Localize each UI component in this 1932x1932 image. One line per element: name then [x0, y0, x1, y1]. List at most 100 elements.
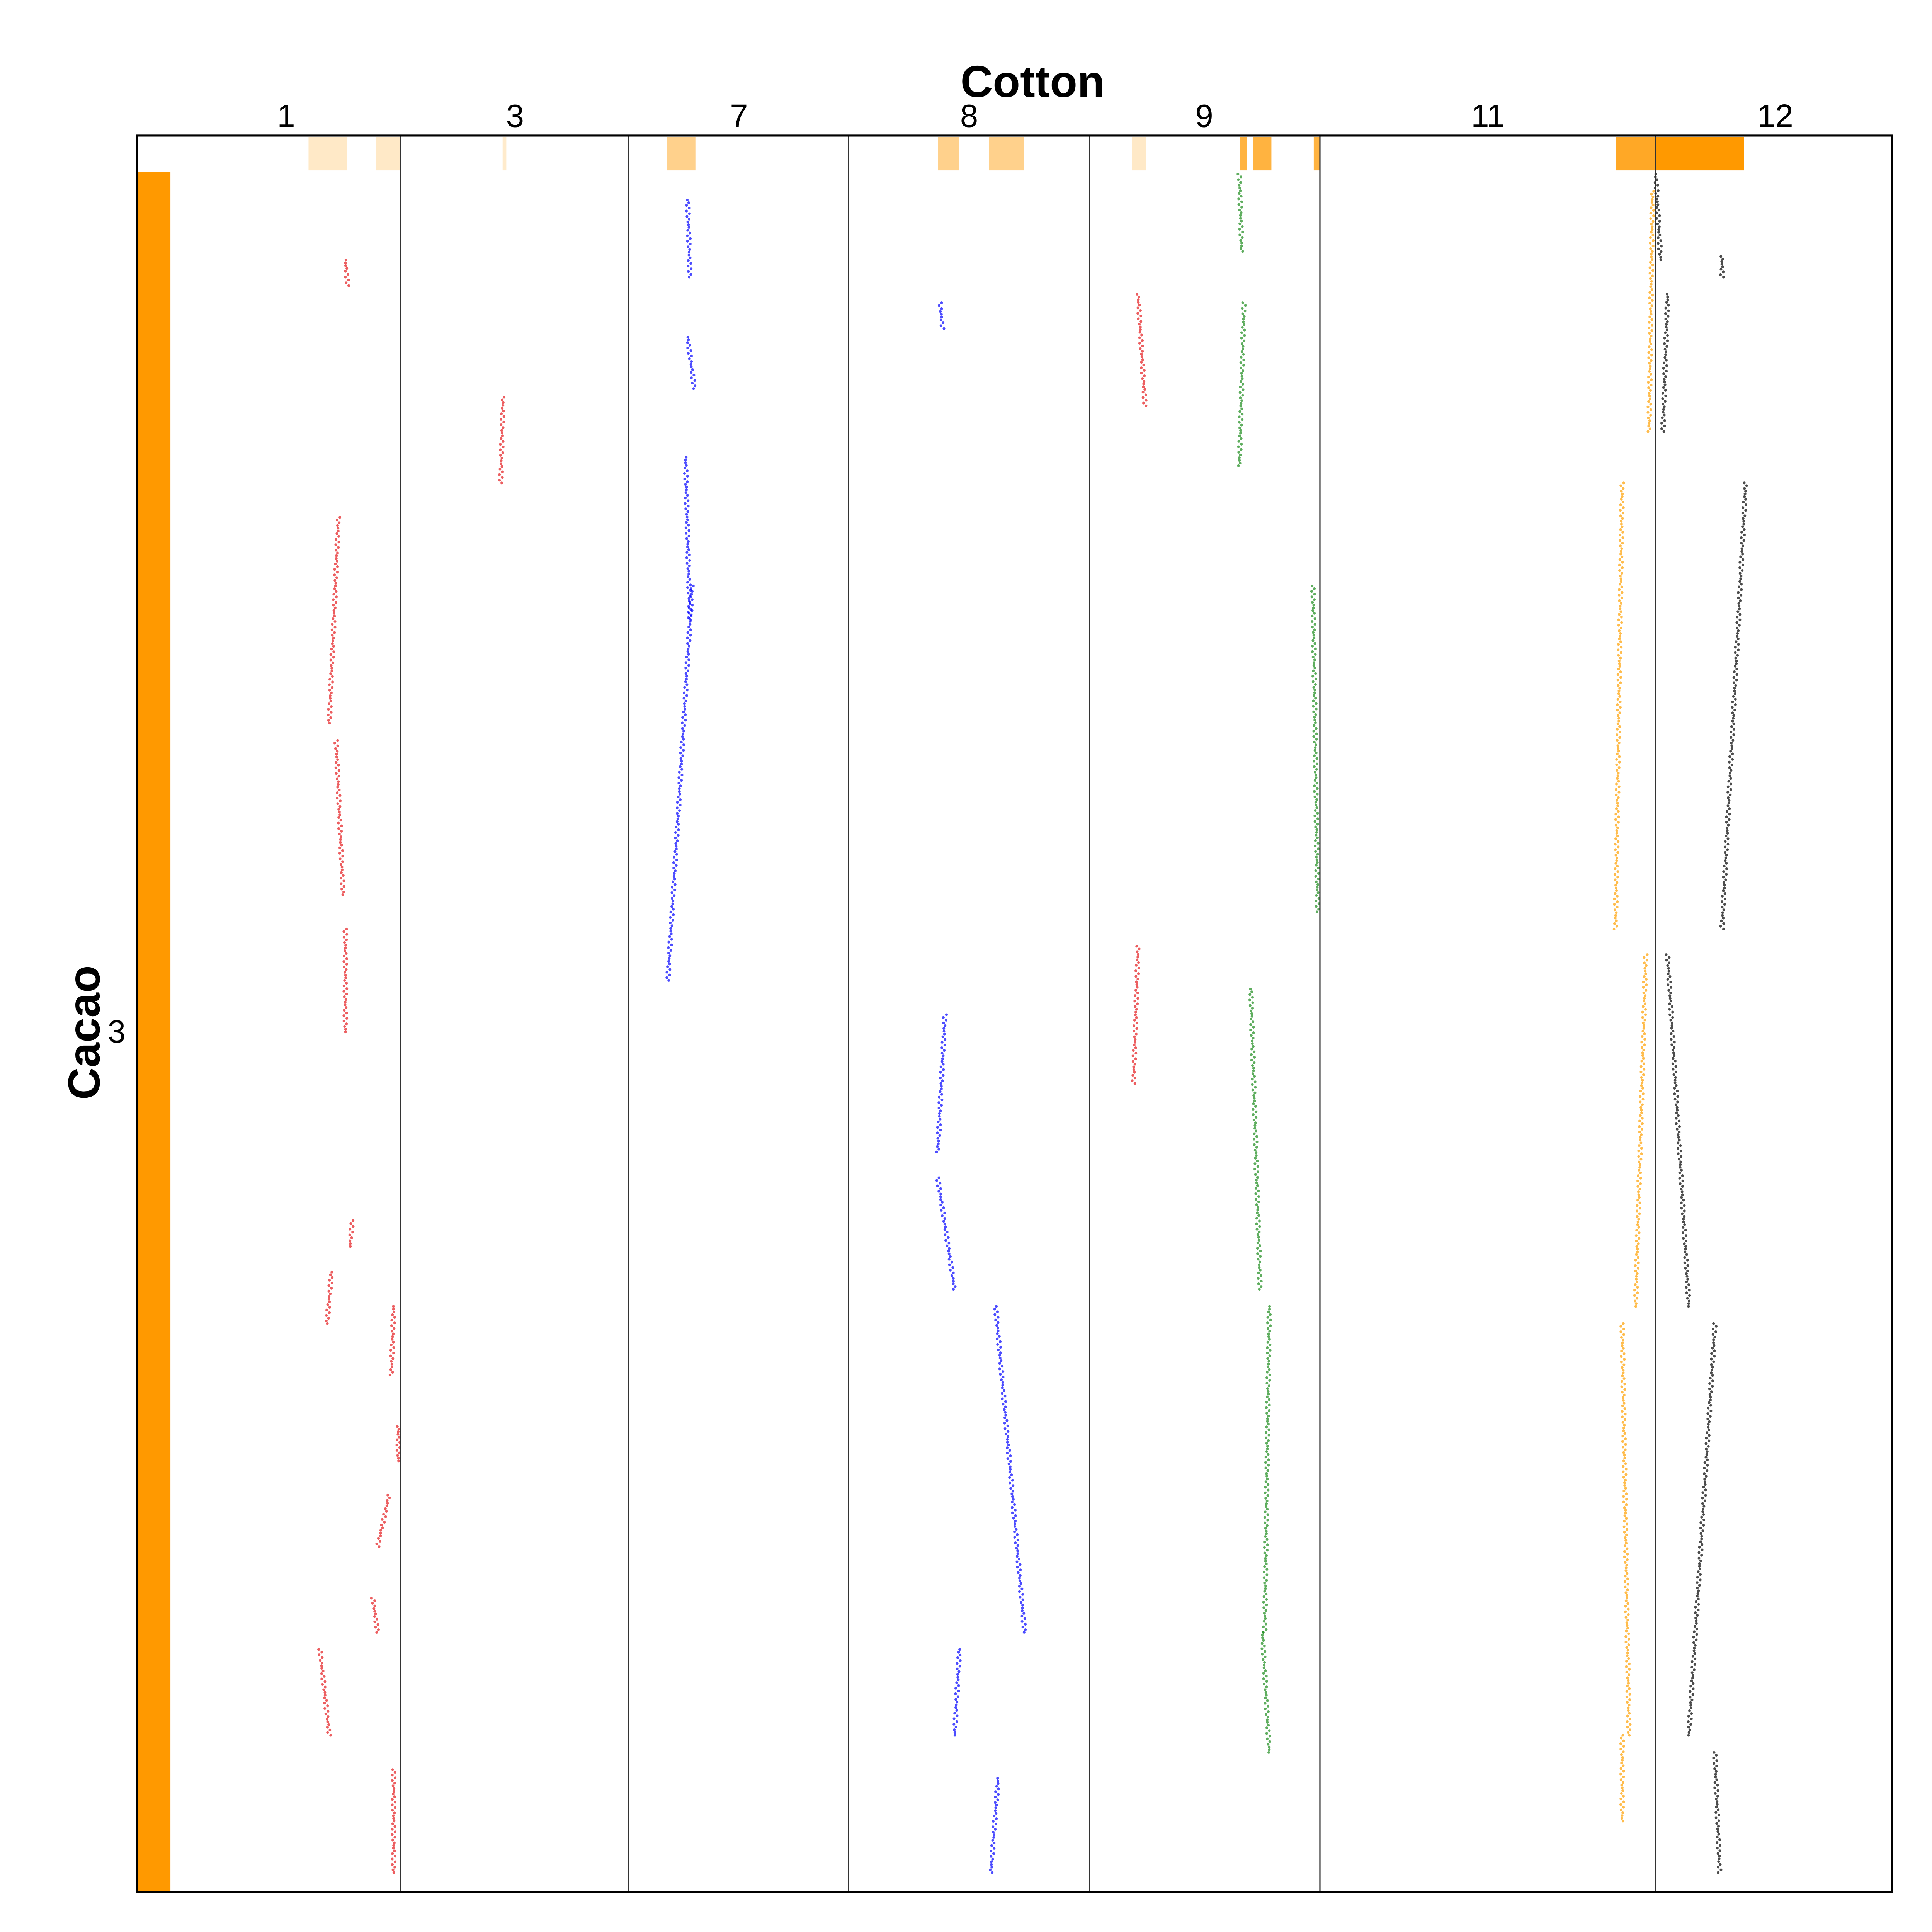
- synteny-point: [1241, 383, 1244, 386]
- synteny-point: [1651, 228, 1654, 231]
- synteny-point: [942, 1068, 945, 1071]
- synteny-point: [671, 918, 675, 922]
- synteny-point: [1267, 1751, 1270, 1754]
- synteny-point: [1629, 1723, 1632, 1726]
- synteny-block: [348, 1219, 355, 1248]
- synteny-point: [330, 1270, 333, 1274]
- synteny-point: [1242, 358, 1245, 361]
- synteny-point: [1638, 1166, 1641, 1169]
- synteny-point: [393, 1866, 396, 1869]
- synteny-point: [1627, 1709, 1630, 1712]
- synteny-point: [1001, 1365, 1004, 1368]
- synteny-point: [1623, 1456, 1626, 1459]
- synteny-point: [1017, 1571, 1020, 1574]
- synteny-point: [391, 1357, 395, 1360]
- synteny-point: [1649, 408, 1652, 411]
- synteny-point: [1265, 1598, 1268, 1601]
- synteny-point: [1265, 1718, 1269, 1721]
- synteny-point: [1706, 1417, 1709, 1420]
- synteny-point: [942, 1021, 945, 1024]
- synteny-point: [1716, 1835, 1719, 1838]
- synteny-point: [1624, 1569, 1628, 1572]
- synteny-point: [670, 886, 674, 889]
- synteny-point: [1256, 1209, 1259, 1212]
- synteny-point: [1238, 192, 1241, 195]
- synteny-point: [1676, 1090, 1679, 1093]
- synteny-point: [1706, 1458, 1709, 1461]
- synteny-point: [1701, 1491, 1704, 1494]
- synteny-point: [1314, 743, 1317, 747]
- synteny-point: [1314, 746, 1317, 749]
- synteny-point: [393, 1310, 396, 1313]
- synteny-point: [1001, 1392, 1004, 1395]
- synteny-point: [1709, 1398, 1712, 1401]
- synteny-point: [1249, 1023, 1252, 1026]
- synteny-point: [1695, 1622, 1698, 1625]
- synteny-point: [1721, 906, 1724, 909]
- synteny-point: [688, 212, 691, 215]
- synteny-point: [1624, 1487, 1627, 1490]
- synteny-point: [1638, 1188, 1641, 1191]
- synteny-point: [1662, 367, 1665, 370]
- synteny-point: [1648, 419, 1651, 422]
- synteny-point: [1264, 1480, 1267, 1483]
- synteny-point: [1656, 200, 1659, 203]
- synteny-point: [685, 561, 689, 565]
- synteny-point: [1699, 1559, 1702, 1562]
- synteny-point: [336, 524, 339, 527]
- synteny-point: [1730, 744, 1733, 747]
- synteny-point: [323, 1696, 326, 1699]
- synteny-point: [1639, 1065, 1643, 1068]
- synteny-point: [1131, 1060, 1134, 1063]
- synteny-point: [1008, 1471, 1011, 1474]
- synteny-point: [1241, 378, 1244, 381]
- synteny-point: [1627, 1613, 1630, 1616]
- synteny-point: [1638, 1125, 1641, 1128]
- synteny-point: [1695, 1633, 1698, 1636]
- synteny-point: [1138, 304, 1141, 307]
- synteny-point: [1003, 1427, 1007, 1430]
- synteny-point: [335, 549, 338, 552]
- synteny-point: [1252, 1020, 1255, 1024]
- synteny-point: [1649, 337, 1652, 340]
- synteny-point: [1727, 796, 1730, 799]
- synteny-point: [1645, 988, 1648, 992]
- synteny-point: [343, 949, 347, 952]
- synteny-point: [1694, 1625, 1697, 1628]
- synteny-point: [1013, 1525, 1017, 1528]
- synteny-point: [328, 702, 331, 706]
- synteny-point: [1638, 1168, 1641, 1172]
- synteny-point: [1641, 1016, 1644, 1019]
- synteny-point: [1623, 1418, 1626, 1421]
- synteny-point: [1248, 998, 1251, 1002]
- synteny-point: [1640, 1128, 1644, 1131]
- synteny-point: [942, 1027, 946, 1030]
- synteny-point: [1257, 1263, 1261, 1266]
- synteny-point: [1244, 304, 1247, 307]
- cotton-coverage-block: [376, 137, 401, 171]
- synteny-point: [957, 1684, 960, 1687]
- synteny-point: [1314, 875, 1317, 878]
- synteny-point: [992, 1825, 995, 1828]
- synteny-point: [321, 1683, 324, 1686]
- synteny-block: [1646, 190, 1655, 433]
- synteny-point: [1269, 1343, 1272, 1346]
- synteny-point: [939, 324, 942, 327]
- synteny-point: [337, 783, 340, 786]
- synteny-point: [994, 1790, 997, 1793]
- synteny-point: [500, 437, 503, 440]
- synteny-point: [1672, 1035, 1675, 1038]
- synteny-point: [1262, 1658, 1265, 1661]
- synteny-point: [1240, 448, 1243, 451]
- synteny-point: [1649, 236, 1652, 239]
- synteny-point: [1262, 1672, 1265, 1675]
- synteny-point: [1627, 1607, 1630, 1611]
- synteny-point: [1692, 1687, 1695, 1690]
- synteny-point: [1658, 253, 1661, 256]
- synteny-point: [690, 614, 693, 617]
- synteny-point: [337, 546, 340, 549]
- synteny-point: [944, 1038, 947, 1041]
- synteny-point: [1734, 703, 1737, 706]
- synteny-point: [1265, 1524, 1269, 1527]
- synteny-point: [1651, 269, 1655, 272]
